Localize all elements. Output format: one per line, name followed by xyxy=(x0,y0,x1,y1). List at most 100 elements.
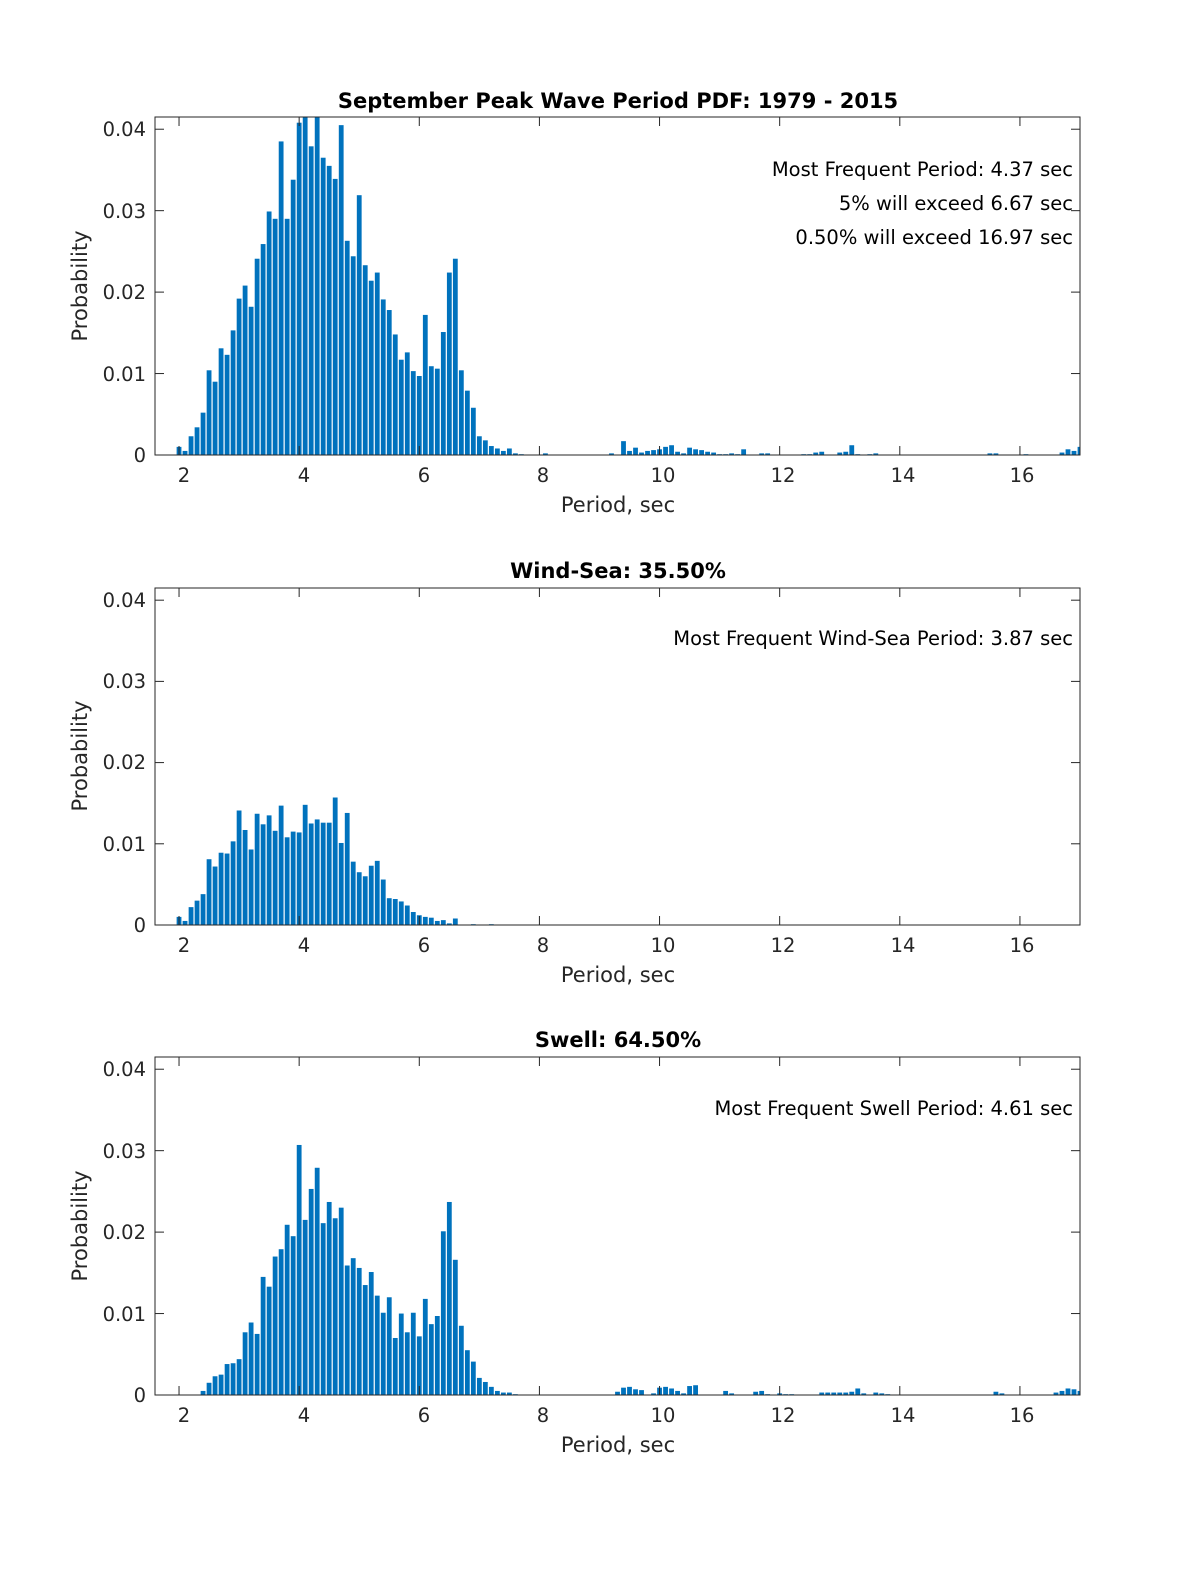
histogram-bar xyxy=(879,1393,885,1395)
histogram-bar xyxy=(266,815,272,925)
histogram-bar xyxy=(609,453,614,455)
histogram-bar xyxy=(248,306,254,455)
histogram-bar xyxy=(308,146,314,455)
histogram-bar xyxy=(386,1297,392,1395)
histogram-bar xyxy=(368,280,374,455)
histogram-bar xyxy=(242,829,248,925)
histogram-bar xyxy=(242,1332,248,1395)
x-tick-label: 16 xyxy=(1010,464,1035,487)
histogram-bar xyxy=(290,831,296,925)
histogram-bar xyxy=(645,450,650,455)
histogram-bar xyxy=(308,1188,314,1395)
histogram-bar xyxy=(681,1393,686,1395)
histogram-bar xyxy=(669,445,674,455)
histogram-bar xyxy=(687,447,692,455)
histogram-bar xyxy=(410,371,416,455)
x-axis-label: Period, sec xyxy=(561,1433,675,1457)
histogram-bar xyxy=(687,1386,692,1395)
histogram-bar xyxy=(494,448,500,455)
annotation-0.5-percent-exceedance: 0.50% will exceed 16.97 sec xyxy=(795,226,1073,249)
histogram-bar xyxy=(512,453,518,455)
histogram-bar xyxy=(206,1382,212,1395)
histogram-bar xyxy=(440,1231,446,1395)
histogram-bar xyxy=(705,451,710,455)
histogram-bar xyxy=(326,1201,332,1395)
histogram-bar xyxy=(242,285,248,455)
histogram-bar xyxy=(368,865,374,925)
histogram-bar xyxy=(356,195,362,455)
histogram-bar xyxy=(819,1392,825,1395)
bar-series xyxy=(176,797,494,925)
histogram-bar xyxy=(284,218,290,455)
x-tick-label: 16 xyxy=(1010,1404,1035,1427)
histogram-bar xyxy=(873,1392,879,1395)
histogram-bar xyxy=(639,452,644,455)
histogram-bar xyxy=(254,813,260,925)
histogram-bar xyxy=(380,1312,386,1395)
histogram-bar xyxy=(825,1392,831,1395)
histogram-bar xyxy=(338,1207,344,1395)
histogram-bar xyxy=(741,449,747,455)
y-tick-label: 0.02 xyxy=(103,1221,146,1244)
histogram-bar xyxy=(458,370,464,455)
histogram-bar xyxy=(729,453,735,455)
histogram-bar xyxy=(272,1256,278,1395)
histogram-bar xyxy=(260,244,266,455)
y-tick-label: 0.02 xyxy=(103,281,146,304)
plot-area-frame xyxy=(154,116,1081,456)
histogram-bar xyxy=(188,436,194,455)
x-tick-label: 12 xyxy=(771,464,796,487)
y-tick-label: 0.01 xyxy=(103,833,146,856)
histogram-bar xyxy=(332,178,338,455)
histogram-bar xyxy=(218,1374,224,1395)
x-tick-label: 4 xyxy=(298,1404,310,1427)
histogram-bar xyxy=(416,376,422,455)
histogram-bar xyxy=(314,819,320,925)
histogram-bar xyxy=(230,841,236,925)
x-tick-label: 14 xyxy=(891,464,916,487)
histogram-bar xyxy=(999,1393,1005,1395)
y-axis-label: Probability xyxy=(68,700,92,811)
histogram-bar xyxy=(224,1364,230,1395)
histogram-bar xyxy=(230,330,236,455)
histogram-bar xyxy=(386,898,392,925)
histogram-bar xyxy=(639,1390,644,1395)
chart-title: September Peak Wave Period PDF: 1979 - 2… xyxy=(338,89,898,113)
histogram-bar xyxy=(236,810,242,925)
histogram-bar xyxy=(1071,1389,1077,1395)
histogram-bar xyxy=(398,1313,404,1395)
histogram-bar xyxy=(404,905,410,925)
histogram-bar xyxy=(861,1393,867,1395)
chart-title: Swell: 64.50% xyxy=(535,1028,701,1052)
histogram-bar xyxy=(398,901,404,925)
chart-panel-wind-sea: Wind-Sea: 35.50% 2 4 6 8 10 12 14 16 0 0… xyxy=(68,559,1081,987)
histogram-bar xyxy=(278,805,284,925)
histogram-bar xyxy=(194,427,200,455)
histogram-bar xyxy=(663,446,668,455)
histogram-bar xyxy=(218,348,224,455)
histogram-bar xyxy=(1071,450,1077,455)
histogram-bar xyxy=(765,453,771,455)
histogram-bar xyxy=(212,381,218,455)
annotation-most-frequent-wind-sea-period: Most Frequent Wind-Sea Period: 3.87 sec xyxy=(673,627,1073,650)
histogram-bar xyxy=(873,453,879,455)
chart-panel-swell: Swell: 64.50% 2 4 6 8 10 12 14 16 0 0.01… xyxy=(68,1028,1081,1457)
histogram-bar xyxy=(633,447,638,455)
bar-series xyxy=(200,1144,1080,1395)
histogram-bar xyxy=(476,436,482,455)
histogram-bar xyxy=(434,368,440,455)
y-axis-label: Probability xyxy=(68,1170,92,1281)
histogram-bar xyxy=(374,1295,380,1395)
histogram-bar xyxy=(350,1258,356,1395)
histogram-bar xyxy=(663,1386,668,1395)
histogram-bar xyxy=(356,872,362,925)
histogram-bar xyxy=(290,1236,296,1395)
y-tick-labels: 0 0.01 0.02 0.03 0.04 xyxy=(103,118,146,467)
annotation-most-frequent-swell-period: Most Frequent Swell Period: 4.61 sec xyxy=(714,1097,1073,1120)
bar-series xyxy=(176,117,1080,455)
histogram-bar xyxy=(218,852,224,925)
histogram-bar xyxy=(362,1285,368,1395)
x-tick-labels: 2 4 6 8 10 12 14 16 xyxy=(178,1404,1035,1427)
histogram-bar xyxy=(506,1392,512,1395)
